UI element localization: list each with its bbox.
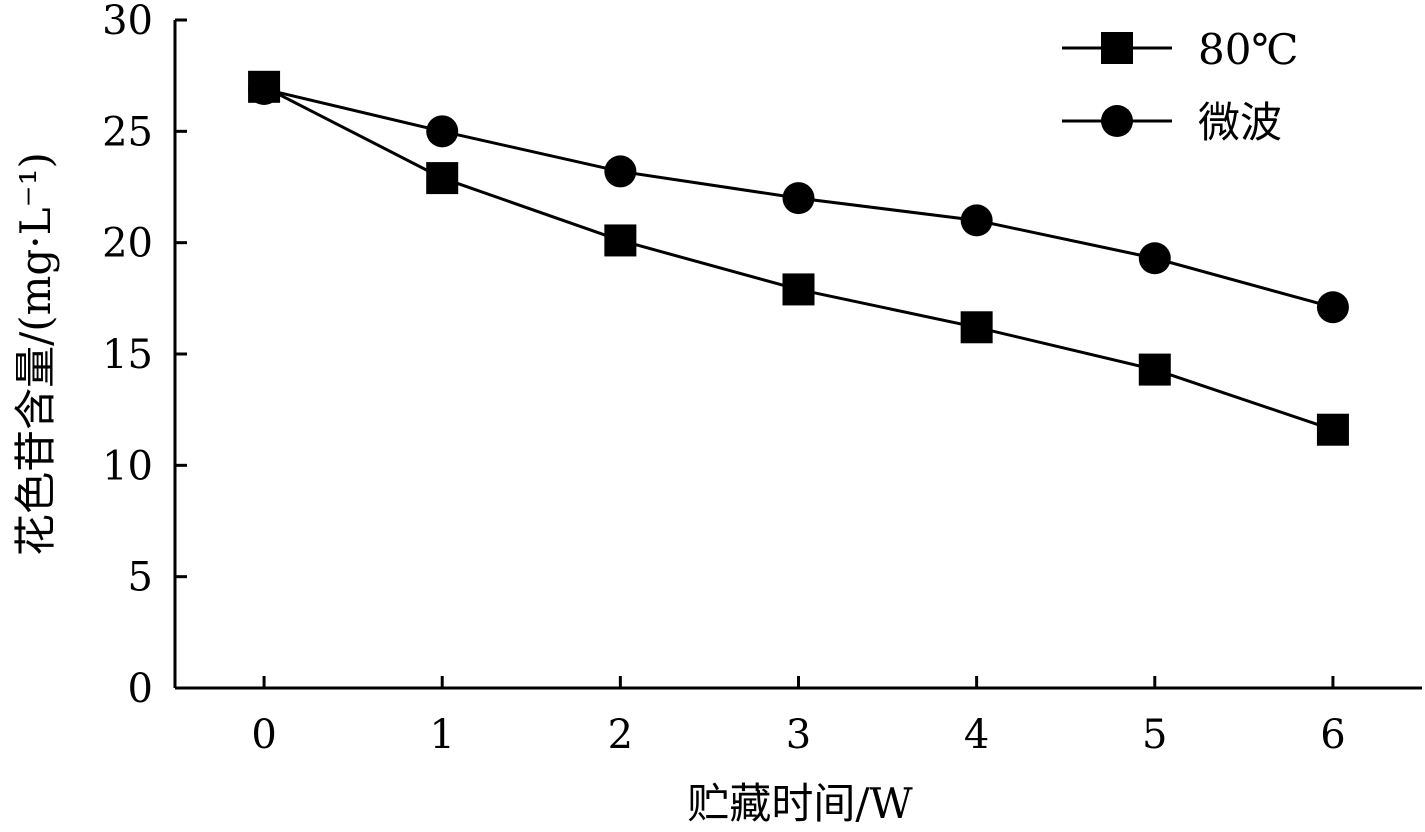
x-tick-label: 0: [251, 712, 276, 758]
data-point-80c: [604, 224, 637, 257]
data-point-microwave: [782, 182, 815, 215]
y-axis-title: 花色苷含量/(mg·L⁻¹): [11, 152, 60, 556]
legend-marker-square: [1101, 32, 1133, 64]
series-layer: [248, 70, 1349, 446]
data-point-microwave: [1138, 242, 1171, 275]
legend-label-microwave: 微波: [1198, 98, 1282, 147]
y-tick-label: 0: [128, 666, 153, 712]
data-point-microwave: [960, 204, 993, 237]
data-point-80c: [1138, 353, 1171, 386]
y-tick-label: 5: [128, 555, 153, 601]
data-point-microwave: [426, 115, 459, 148]
y-tick-label: 30: [102, 0, 153, 44]
data-point-microwave: [604, 155, 637, 188]
legend-item-microwave: 微波: [1062, 98, 1282, 147]
data-point-microwave: [248, 73, 281, 106]
data-point-microwave: [1316, 291, 1349, 324]
series-line-80c: [263, 85, 1334, 432]
data-point-80c: [426, 162, 459, 195]
data-point-80c: [782, 273, 815, 306]
x-axis-title: 贮藏时间/W: [687, 779, 913, 828]
legend-marker-circle: [1101, 105, 1133, 137]
x-tick-label: 6: [1320, 712, 1345, 758]
y-tick-label: 10: [102, 443, 153, 489]
data-point-80c: [1316, 413, 1349, 446]
plot-area: 0 5 10 15 20 25 30 0 1 2 3 4 5 6: [102, 0, 1422, 758]
y-tick-label: 25: [102, 109, 153, 155]
y-axis-ticks: 0 5 10 15 20 25 30: [102, 0, 187, 712]
y-tick-label: 20: [102, 221, 153, 267]
legend-label-80c: 80℃: [1198, 25, 1298, 74]
x-tick-label: 5: [1142, 712, 1167, 758]
legend-item-80c: 80℃: [1062, 25, 1298, 74]
x-tick-label: 3: [786, 712, 811, 758]
x-axis-ticks: 0 1 2 3 4 5 6: [251, 676, 1346, 758]
legend: 80℃ 微波: [1062, 25, 1298, 147]
y-tick-label: 15: [102, 332, 153, 378]
data-point-80c: [960, 311, 993, 344]
x-tick-label: 4: [964, 712, 989, 758]
x-tick-label: 2: [608, 712, 633, 758]
x-tick-label: 1: [429, 712, 454, 758]
